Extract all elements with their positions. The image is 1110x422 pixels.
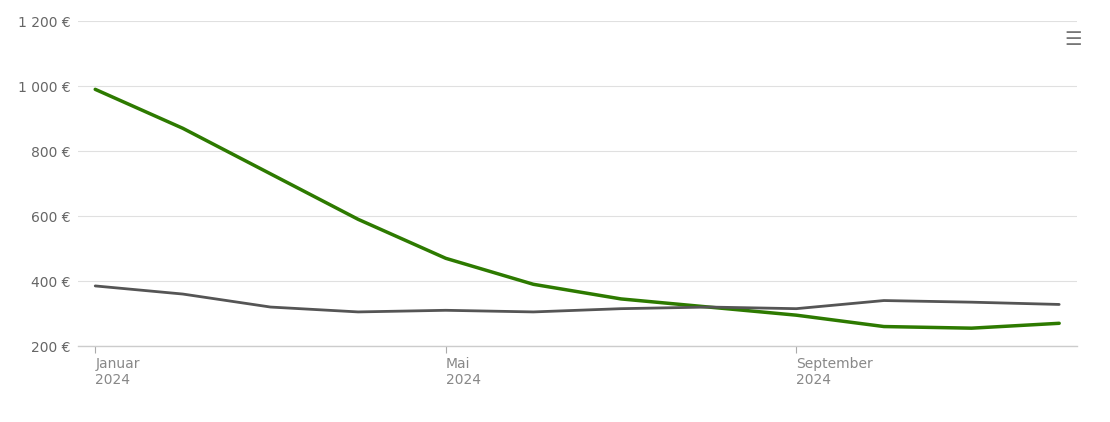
Text: ☰: ☰ xyxy=(1064,30,1082,49)
